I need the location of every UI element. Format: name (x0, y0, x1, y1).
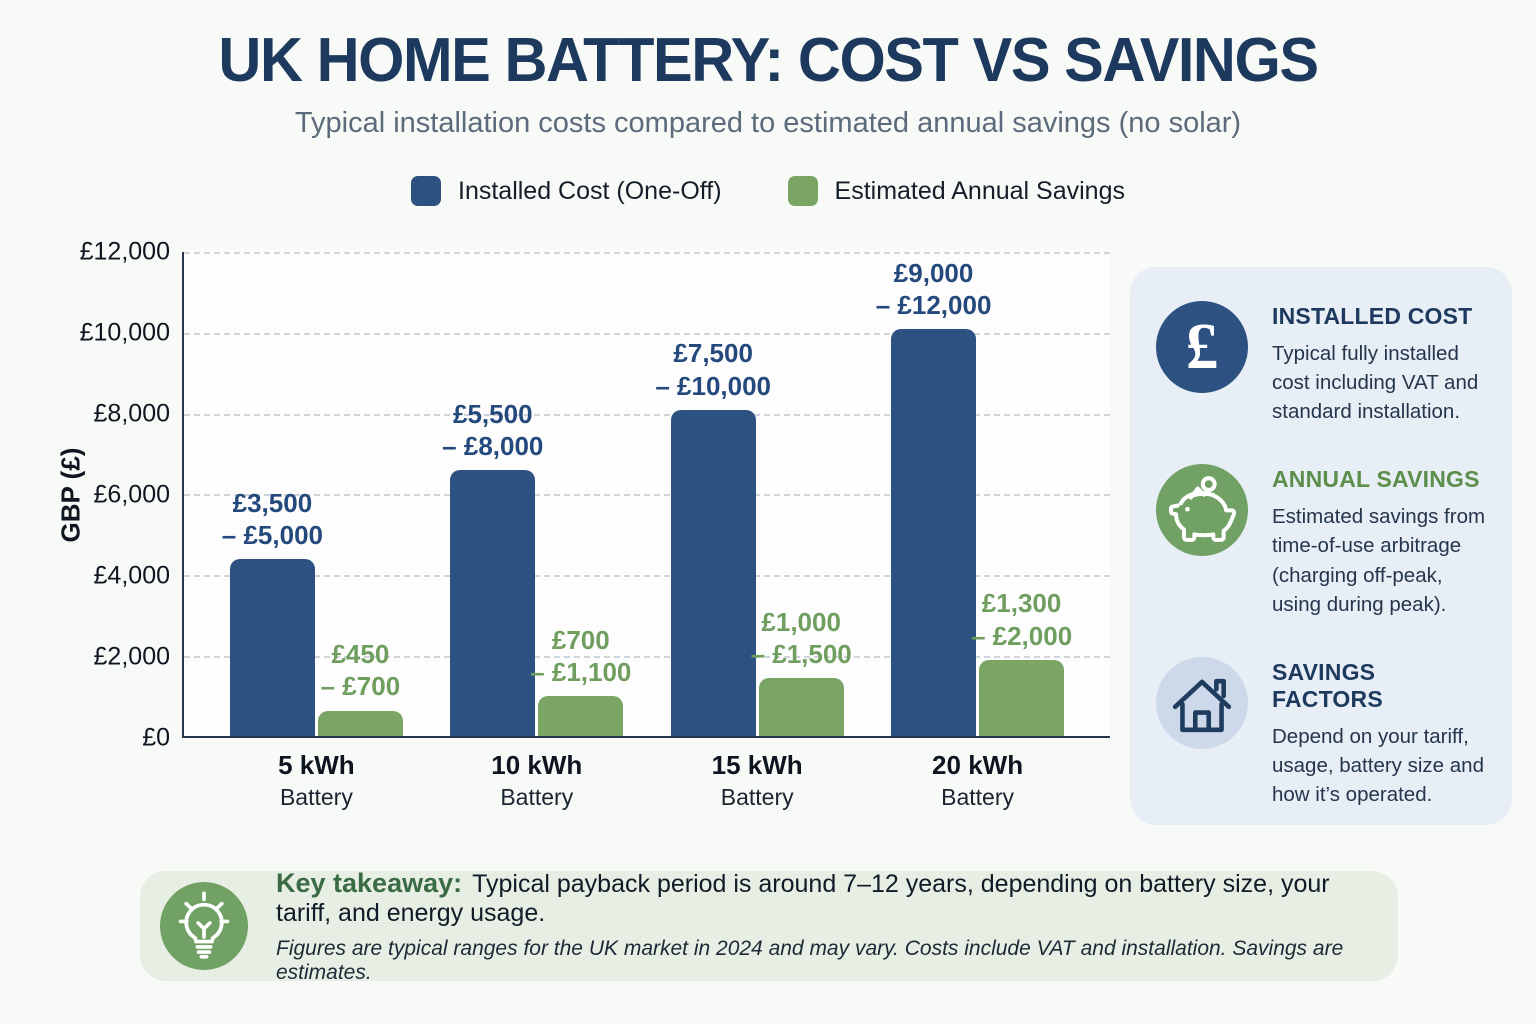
y-tick-label: £2,000 (93, 642, 170, 671)
pound-icon: £ (1156, 301, 1248, 393)
y-tick-label: £6,000 (93, 480, 170, 509)
annual-savings-bar (317, 710, 403, 737)
piggy-bank-icon (1156, 464, 1248, 557)
x-axis-category: 15 kWh Battery (669, 750, 845, 811)
card-body: Typical fully installed cost including V… (1272, 342, 1479, 424)
y-tick-label: £12,000 (79, 237, 170, 266)
cost-bar-column: £5,500– £8,000 (442, 252, 543, 737)
battery-word-label: Battery (500, 784, 574, 811)
house-icon (1156, 656, 1248, 749)
chart-section: GBP (£) £12,000 £10,000 £8,000 £6,000 £4,000… (0, 238, 1536, 811)
y-axis-title: GBP (£) (55, 448, 86, 543)
y-tick-label: £8,000 (93, 399, 170, 428)
gridline (184, 333, 1110, 336)
savings-range-label: £1,300– £2,000 (970, 588, 1073, 651)
annual-savings-bar (979, 659, 1065, 737)
installed-cost-bar (670, 409, 756, 737)
battery-word-label: Battery (720, 784, 794, 811)
annual-savings-swatch-icon (787, 176, 818, 207)
card-heading: INSTALLED COST (1272, 303, 1473, 329)
info-card-annual-savings: ANNUAL SAVINGS Estimated savings from ti… (1156, 464, 1486, 618)
bar-groups: £3,500– £5,000 £450– £700 £5,500– £8,000… (184, 252, 1110, 737)
x-axis-category: 5 kWh Battery (228, 750, 404, 811)
savings-bar-column: £450– £700 (317, 252, 403, 737)
lightbulb-icon (160, 882, 248, 970)
info-sidebar: £ INSTALLED COST Typical fully installed… (1130, 267, 1512, 825)
battery-word-label: Battery (941, 784, 1014, 811)
gridline (184, 413, 1110, 416)
key-takeaway-panel: Key takeaway: Typical payback period is a… (140, 867, 1398, 984)
cost-range-label: £7,500– £10,000 (655, 338, 772, 401)
cost-bar-column: £9,000– £12,000 (876, 252, 991, 737)
bar-group: £7,500– £10,000 £1,000– £1,500 (655, 252, 852, 737)
cost-range-label: £5,500– £8,000 (442, 398, 544, 462)
key-takeaway-label: Key takeaway: (276, 867, 463, 898)
x-axis-labels: 5 kWh Battery 10 kWh Battery 15 kWh Batt… (184, 750, 1110, 811)
disclaimer-text: Figures are typical ranges for the UK ma… (276, 936, 1344, 984)
gridline (184, 575, 1110, 578)
legend-item-installed-cost: Installed Cost (One-Off) (411, 176, 722, 207)
x-axis-category: 10 kWh Battery (449, 750, 625, 811)
installed-cost-bar (450, 470, 536, 737)
savings-range-label: £1,000– £1,500 (750, 606, 852, 669)
savings-bar-column: £1,300– £2,000 (971, 252, 1072, 737)
info-card-installed-cost: £ INSTALLED COST Typical fully installed… (1156, 301, 1486, 426)
gridline (184, 252, 1110, 255)
legend-item-annual-savings: Estimated Annual Savings (787, 176, 1125, 207)
legend-label: Estimated Annual Savings (834, 176, 1125, 205)
plot-area: £3,500– £5,000 £450– £700 £5,500– £8,000… (182, 252, 1110, 739)
gridline (184, 655, 1110, 658)
bar-group: £9,000– £12,000 £1,300– £2,000 (876, 252, 1072, 737)
installed-cost-swatch-icon (411, 176, 441, 207)
svg-text:£: £ (1186, 311, 1219, 383)
battery-word-label: Battery (279, 784, 353, 811)
page-subtitle: Typical installation costs compared to e… (294, 107, 1242, 140)
installed-cost-bar (891, 329, 977, 737)
battery-size-label: 20 kWh (932, 750, 1024, 781)
installed-cost-bar (229, 558, 315, 737)
legend-label: Installed Cost (One-Off) (458, 176, 722, 205)
cost-range-label: £9,000– £12,000 (875, 257, 992, 320)
cost-bar-column: £7,500– £10,000 (655, 252, 771, 737)
page-title: UK HOME BATTERY: COST VS SAVINGS (218, 26, 1319, 95)
y-axis-ticks: £12,000 £10,000 £8,000 £6,000 £4,000 £2,000 £0 (80, 238, 182, 752)
savings-range-label: £450– £700 (320, 639, 401, 702)
savings-range-label: £700– £1,100 (530, 624, 632, 687)
battery-size-label: 5 kWh (278, 750, 355, 781)
card-heading: SAVINGS FACTORS (1272, 658, 1383, 712)
bar-group: £3,500– £5,000 £450– £700 (222, 252, 404, 737)
y-tick-label: £0 (142, 723, 170, 752)
battery-size-label: 15 kWh (711, 750, 803, 781)
card-heading: ANNUAL SAVINGS (1272, 466, 1480, 493)
annual-savings-bar (538, 696, 624, 737)
key-takeaway-text: Key takeaway: Typical payback period is a… (276, 867, 1330, 927)
card-body: Estimated savings from time-of-use arbit… (1272, 505, 1486, 616)
cost-range-label: £3,500– £5,000 (221, 487, 323, 550)
gridline (184, 494, 1110, 497)
annual-savings-bar (758, 677, 844, 737)
y-tick-label: £4,000 (93, 561, 170, 590)
savings-bar-column: £700– £1,100 (530, 252, 631, 737)
x-axis-category: 20 kWh Battery (890, 750, 1066, 811)
info-card-savings-factors: SAVINGS FACTORS Depend on your tariff, u… (1156, 656, 1486, 809)
bar-group: £5,500– £8,000 £700– £1,100 (442, 252, 631, 737)
chart-legend: Installed Cost (One-Off) Estimated Annua… (0, 176, 1536, 207)
battery-size-label: 10 kWh (491, 750, 583, 781)
cost-bar-column: £3,500– £5,000 (222, 252, 323, 737)
y-tick-label: £10,000 (79, 318, 170, 347)
card-body: Depend on your tariff, usage, battery si… (1272, 724, 1484, 806)
savings-bar-column: £1,000– £1,500 (751, 252, 852, 737)
